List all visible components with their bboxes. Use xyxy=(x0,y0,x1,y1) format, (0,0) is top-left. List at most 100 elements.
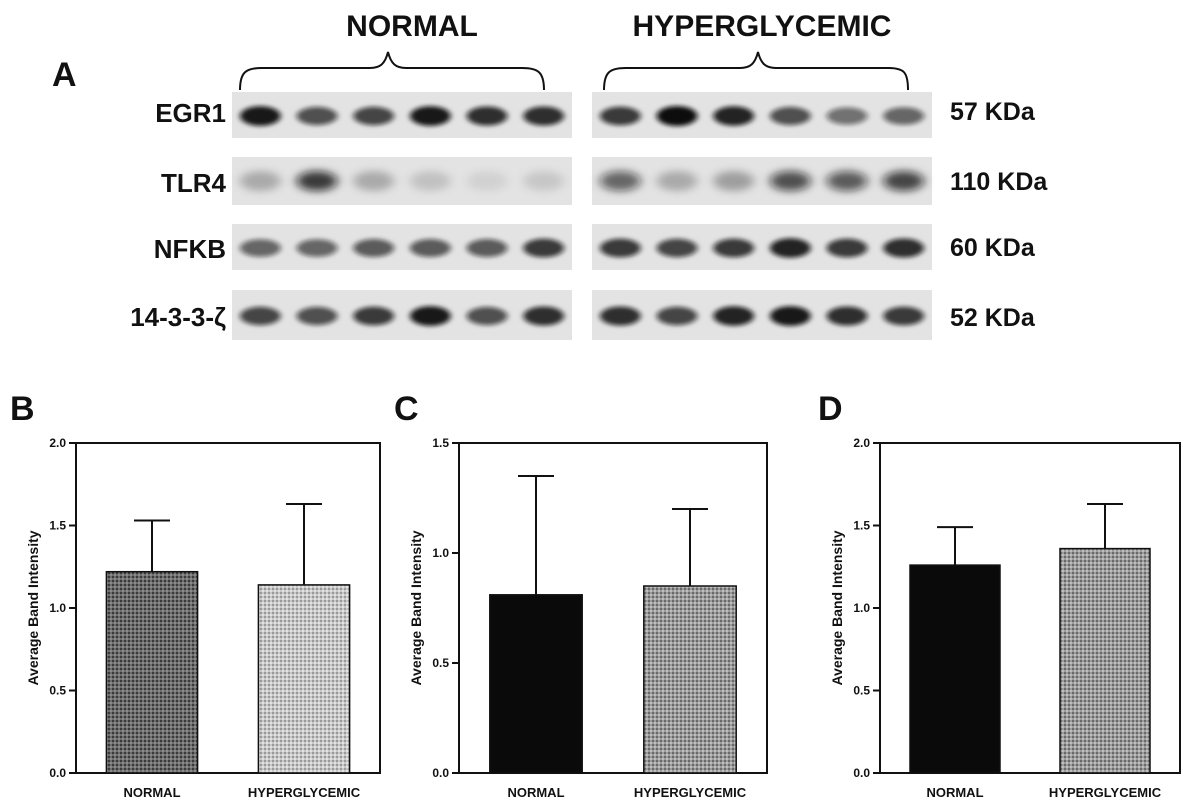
blot-band xyxy=(769,306,811,326)
blot-band xyxy=(713,306,755,326)
blot-strip-hyper xyxy=(592,224,932,270)
y-tick-label: 1.0 xyxy=(853,601,870,615)
blot-band xyxy=(353,239,395,257)
row-label-14-3-3-zeta: 14-3-3-ζ xyxy=(130,302,226,332)
blot-band xyxy=(523,238,565,258)
row-label-tlr4: TLR4 xyxy=(161,168,227,198)
x-category-label: HYPERGLYCEMIC xyxy=(248,785,361,800)
brace-hyperglycemic xyxy=(603,51,909,91)
bar-normal xyxy=(105,570,199,774)
blot-band xyxy=(409,171,451,191)
blot-band xyxy=(826,306,868,326)
blot-band xyxy=(769,238,811,258)
plot-frame xyxy=(458,442,768,774)
blot-band xyxy=(599,171,641,191)
blot-band xyxy=(239,239,281,257)
blot-band xyxy=(769,106,811,126)
blot-band xyxy=(883,171,925,191)
blot-band xyxy=(656,171,698,191)
blot-band xyxy=(523,171,565,191)
y-tick-label: 1.0 xyxy=(49,601,66,615)
blot-band xyxy=(826,238,868,258)
blot-band xyxy=(523,306,565,326)
blot-band xyxy=(599,106,641,126)
blot-band xyxy=(466,171,508,191)
blot-band xyxy=(769,171,811,191)
y-tick-label: 0.5 xyxy=(432,656,449,670)
blot-strip-normal xyxy=(232,224,572,270)
x-category-label: NORMAL xyxy=(507,785,564,800)
bar-normal xyxy=(489,594,583,774)
x-category-label: HYPERGLYCEMIC xyxy=(1049,785,1162,800)
blot-strip-normal xyxy=(232,92,572,138)
y-tick-label: 0.0 xyxy=(49,766,66,780)
panel-letter-c: C xyxy=(394,390,419,428)
blot-band xyxy=(826,107,868,125)
blot-band xyxy=(353,106,395,126)
blot-band xyxy=(883,238,925,258)
blot-strip-hyper xyxy=(592,157,932,205)
y-axis-title: Average Band Intensity xyxy=(829,530,845,685)
y-tick-label: 2.0 xyxy=(853,436,870,450)
blot-strip-normal xyxy=(232,290,572,340)
bar-chart-d: D 0.0 0.5 1.0 1.5 2.0 Average Band Intensity N… xyxy=(818,390,1181,800)
blot-band xyxy=(296,171,338,191)
blot-band xyxy=(296,239,338,257)
y-tick-label: 0.5 xyxy=(853,684,870,698)
y-tick-label: 1.5 xyxy=(853,519,870,533)
blot-band xyxy=(239,106,281,126)
y-tick-label: 0.5 xyxy=(49,684,66,698)
blot-strip-hyper xyxy=(592,290,932,340)
kda-label-nfkb: 60 KDa xyxy=(950,234,1036,262)
blot-band xyxy=(713,171,755,191)
blot-band xyxy=(353,306,395,326)
blot-band xyxy=(353,171,395,191)
blot-band xyxy=(466,306,508,326)
bar-chart-b: B 0.0 0.5 1.0 1.5 2.0 Average Band Intensity N… xyxy=(10,390,381,800)
blot-band xyxy=(523,106,565,126)
blot-band xyxy=(409,239,451,257)
blot-band xyxy=(409,306,451,326)
panel-letter-a: A xyxy=(52,56,77,94)
panel-letter-b: B xyxy=(10,390,35,428)
bar-hyperglycemic xyxy=(1059,547,1151,774)
blot-band xyxy=(656,106,698,126)
blot-band xyxy=(713,238,755,258)
y-axis-title: Average Band Intensity xyxy=(25,530,41,685)
bar-chart-c: C 0.0 0.5 1.0 1.5 Average Band Intensity NORM… xyxy=(394,390,768,800)
kda-label-tlr4: 110 KDa xyxy=(950,168,1048,196)
blot-strip-normal xyxy=(232,157,572,205)
blot-band xyxy=(466,239,508,257)
y-tick-label: 1.5 xyxy=(49,519,66,533)
x-category-label: NORMAL xyxy=(123,785,180,800)
y-tick-label: 2.0 xyxy=(49,436,66,450)
blot-band xyxy=(296,306,338,326)
blot-band xyxy=(713,106,755,126)
x-category-label: NORMAL xyxy=(926,785,983,800)
y-axis-title: Average Band Intensity xyxy=(408,530,424,685)
x-category-label: HYPERGLYCEMIC xyxy=(634,785,747,800)
kda-label-egr1: 57 KDa xyxy=(950,98,1036,126)
blot-band xyxy=(466,106,508,126)
brace-normal xyxy=(239,51,545,91)
y-tick-label: 0.0 xyxy=(853,766,870,780)
kda-label-14-3-3-zeta: 52 KDa xyxy=(950,304,1036,332)
blot-band xyxy=(883,107,925,125)
blot-band xyxy=(296,106,338,126)
y-tick-label: 1.5 xyxy=(432,436,449,450)
western-blot-panel xyxy=(232,92,932,340)
y-tick-label: 1.0 xyxy=(432,546,449,560)
group-label-normal: NORMAL xyxy=(346,10,478,43)
blot-band xyxy=(656,306,698,326)
panel-letter-d: D xyxy=(818,390,843,428)
blot-band xyxy=(599,306,641,326)
bar-hyperglycemic xyxy=(257,584,351,774)
row-label-egr1: EGR1 xyxy=(155,98,226,128)
blot-band xyxy=(883,306,925,326)
blot-band xyxy=(826,171,868,191)
row-label-nfkb: NFKB xyxy=(154,234,226,264)
group-label-hyperglycemic: HYPERGLYCEMIC xyxy=(633,10,892,43)
blot-strip-hyper xyxy=(592,92,932,138)
blot-band xyxy=(599,238,641,258)
y-tick-label: 0.0 xyxy=(432,766,449,780)
